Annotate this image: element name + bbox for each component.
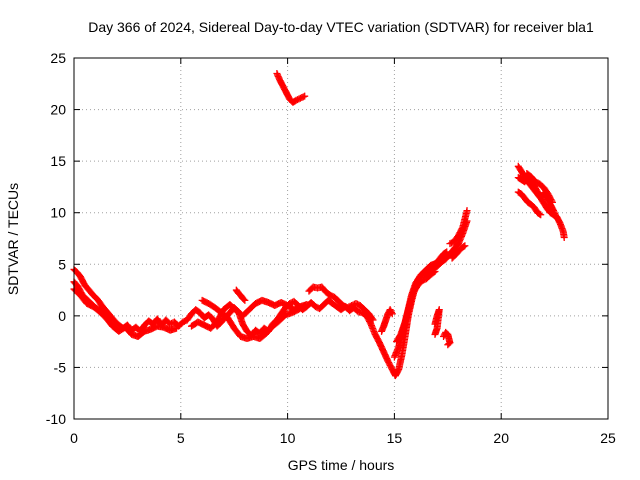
data-segment: [448, 242, 469, 262]
plot-frame: [73, 57, 609, 420]
y-tick-label: -5: [54, 359, 67, 375]
data-segment: [440, 328, 454, 349]
data-segment: [273, 69, 309, 106]
y-tick-label: 5: [58, 256, 66, 272]
data-point: [368, 315, 376, 323]
data-segment: [378, 306, 396, 335]
data-point: [548, 198, 556, 206]
data-point: [553, 214, 561, 222]
data-point: [461, 242, 469, 250]
data-point: [445, 340, 453, 348]
data-segment: [523, 170, 556, 206]
data-point: [299, 93, 307, 101]
data-segment: [431, 306, 443, 338]
x-tick-label: 5: [177, 430, 185, 446]
chart-title: Day 366 of 2024, Sidereal Day-to-day VTE…: [88, 19, 594, 35]
x-tick-label: 25: [600, 430, 616, 446]
data-segment: [305, 283, 377, 324]
data-point: [299, 302, 307, 310]
data-segment: [393, 268, 439, 346]
data-point: [241, 296, 249, 304]
x-tick-label: 20: [493, 430, 509, 446]
data-point: [444, 341, 452, 349]
data-point: [173, 324, 181, 332]
data-segment: [514, 174, 561, 222]
data-point: [537, 211, 545, 219]
data-point: [301, 302, 309, 310]
x-tick-label: 10: [280, 430, 296, 446]
y-tick-label: -10: [46, 411, 66, 427]
y-axis-label: SDTVAR / TECUs: [5, 183, 21, 295]
data-point: [240, 295, 248, 303]
data-point: [560, 233, 568, 241]
data-segment: [70, 285, 181, 340]
data-point: [460, 242, 468, 250]
data-point: [548, 197, 556, 205]
y-tick-label: 20: [50, 102, 66, 118]
data-segment: [198, 296, 309, 343]
data-segment: [514, 162, 568, 241]
data-point: [463, 207, 471, 215]
axis-ticks: 0 5 10 15 20 25 -10 -5 0 5 10 15 20 25: [46, 50, 616, 446]
y-tick-label: 25: [50, 50, 66, 66]
x-tick-label: 15: [387, 430, 403, 446]
y-tick-label: 0: [58, 308, 66, 324]
data-segment: [232, 286, 249, 304]
data-point: [388, 310, 396, 318]
grid: [74, 58, 608, 419]
data-point: [431, 330, 439, 338]
data-point: [369, 316, 377, 324]
x-axis-label: GPS time / hours: [288, 457, 395, 473]
data-point: [430, 268, 438, 276]
data-point: [301, 92, 309, 100]
data-point: [536, 210, 544, 218]
data-point: [431, 268, 439, 276]
data-series: [70, 69, 568, 380]
data-segment: [446, 207, 471, 248]
y-tick-label: 15: [50, 153, 66, 169]
x-tick-label: 0: [70, 430, 78, 446]
y-tick-label: 10: [50, 205, 66, 221]
data-point: [388, 308, 396, 316]
data-segment: [514, 188, 545, 219]
